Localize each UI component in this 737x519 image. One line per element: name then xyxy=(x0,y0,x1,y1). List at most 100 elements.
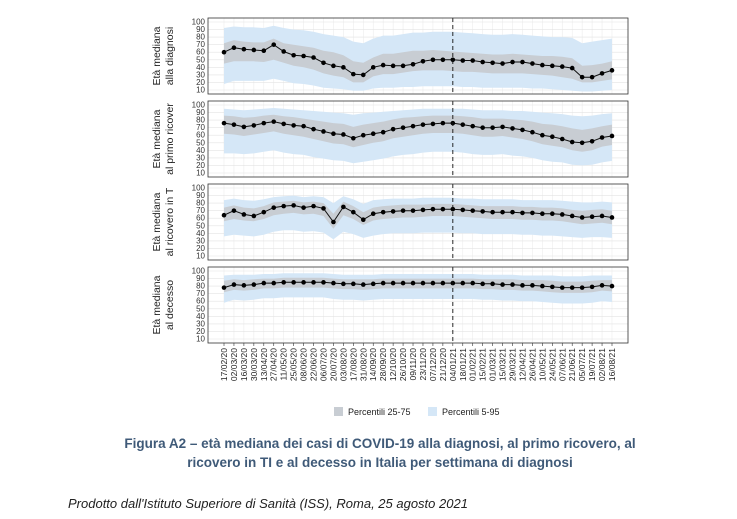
median-point xyxy=(380,209,386,215)
median-point xyxy=(550,134,555,140)
median-point xyxy=(291,52,296,58)
y-axis-label-line: Età mediana xyxy=(151,26,163,85)
median-point xyxy=(271,205,277,210)
y-axis-label: Età medianaal ricovero in T xyxy=(151,187,176,256)
median-point xyxy=(420,207,426,213)
x-tick-label: 06/07/20 xyxy=(318,348,328,381)
y-tick-label: 70 xyxy=(196,40,205,49)
median-point xyxy=(510,282,515,287)
panel-border xyxy=(207,183,629,261)
y-tick-label: 90 xyxy=(196,274,205,283)
median-point xyxy=(341,132,346,137)
median-point xyxy=(281,121,286,127)
y-tick-label: 40 xyxy=(196,312,205,321)
median-point xyxy=(550,211,555,216)
median-point xyxy=(221,285,227,290)
y-tick-label: 30 xyxy=(196,70,205,79)
median-point xyxy=(341,281,346,287)
median-point xyxy=(390,209,396,214)
median-point xyxy=(291,203,296,208)
y-tick-label: 60 xyxy=(196,48,205,57)
median-point xyxy=(559,136,565,142)
median-point xyxy=(470,123,476,129)
y-tick-label: 10 xyxy=(196,252,205,261)
y-tick-label: 20 xyxy=(196,161,205,170)
median-point xyxy=(390,280,396,286)
median-point xyxy=(579,74,585,80)
caption-line-1: Figura A2 – età mediana dei casi di COVI… xyxy=(124,436,636,451)
median-point xyxy=(331,219,336,225)
y-tick-label: 40 xyxy=(196,63,205,72)
x-tick-label: 22/06/20 xyxy=(309,348,319,381)
y-axis-label: Età medianaalla diagnosi xyxy=(151,26,176,85)
median-point xyxy=(331,280,336,286)
y-tick-label: 60 xyxy=(196,297,205,306)
median-point xyxy=(579,215,585,220)
panel-border xyxy=(207,100,629,178)
median-point xyxy=(400,208,406,213)
median-point xyxy=(480,59,485,65)
band-p25-75 xyxy=(224,114,612,152)
y-tick-label: 100 xyxy=(192,18,206,27)
median-point xyxy=(370,281,376,287)
median-point xyxy=(251,47,257,53)
median-point xyxy=(311,203,316,209)
y-tick-label: 80 xyxy=(196,282,205,291)
median-point xyxy=(261,209,267,215)
x-tick-label: 07/06/21 xyxy=(557,348,567,381)
y-axis-label-line: alla diagnosi xyxy=(164,27,176,85)
x-tick-label: 12/04/21 xyxy=(517,348,527,381)
median-point xyxy=(420,122,426,127)
y-tick-label: 10 xyxy=(196,86,205,95)
median-point xyxy=(550,284,555,290)
median-point xyxy=(520,59,525,65)
x-tick-label: 05/07/21 xyxy=(577,348,587,381)
x-tick-label: 14/09/20 xyxy=(368,348,378,381)
y-tick-label: 30 xyxy=(196,319,205,328)
median-point xyxy=(440,120,446,126)
median-point xyxy=(510,126,515,131)
median-point xyxy=(261,48,267,54)
median-point xyxy=(390,63,396,69)
median-point xyxy=(221,49,227,55)
x-tick-label: 17/08/20 xyxy=(348,348,358,381)
band-p25-75 xyxy=(224,38,612,83)
median-point xyxy=(569,65,575,71)
y-tick-label: 50 xyxy=(196,138,205,147)
y-tick-label: 100 xyxy=(192,101,206,110)
y-tick-label: 80 xyxy=(196,116,205,125)
median-point xyxy=(241,124,247,130)
median-point xyxy=(470,208,476,213)
median-point xyxy=(380,280,386,286)
median-point xyxy=(520,283,525,288)
median-point xyxy=(271,119,277,124)
median-point xyxy=(251,282,257,287)
median-point xyxy=(609,283,615,289)
median-point xyxy=(311,126,316,132)
y-tick-label: 20 xyxy=(196,327,205,336)
x-tick-label: 21/12/20 xyxy=(438,348,448,381)
median-point xyxy=(569,285,575,290)
y-tick-label: 50 xyxy=(196,55,205,64)
median-point xyxy=(530,210,535,216)
y-axis-label-line: Età mediana xyxy=(151,192,163,251)
median-point xyxy=(370,65,376,70)
x-tick-label: 29/03/21 xyxy=(508,348,518,381)
median-point xyxy=(569,213,575,219)
median-point xyxy=(460,122,466,127)
median-point xyxy=(390,126,396,132)
y-tick-label: 70 xyxy=(196,123,205,132)
median-point xyxy=(321,280,326,285)
median-point xyxy=(589,214,595,220)
y-tick-label: 100 xyxy=(192,267,206,276)
median-point xyxy=(480,281,485,287)
median-point xyxy=(440,280,446,286)
median-point xyxy=(559,285,565,290)
x-tick-label: 27/04/20 xyxy=(269,348,279,381)
y-axis-label: Età medianaal decesso xyxy=(151,275,176,334)
median-point xyxy=(360,132,366,138)
median-point xyxy=(420,58,426,64)
median-point xyxy=(569,139,575,145)
